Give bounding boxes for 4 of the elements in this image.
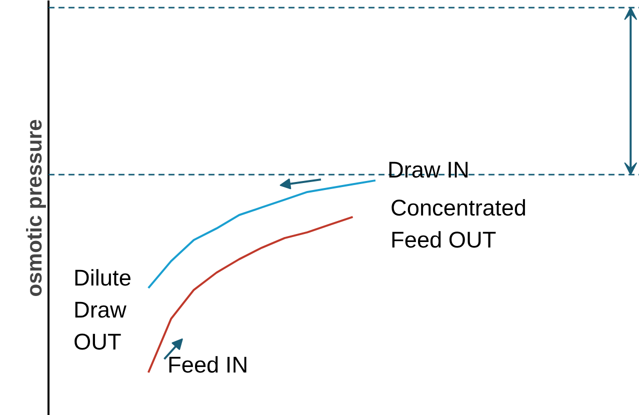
y-axis-title: osmotic pressure — [22, 118, 46, 297]
text: Concentrated Feed OUT — [390, 194, 527, 252]
annotation: Feed IN — [168, 352, 248, 378]
text: Dilute Draw OUT — [74, 264, 132, 354]
